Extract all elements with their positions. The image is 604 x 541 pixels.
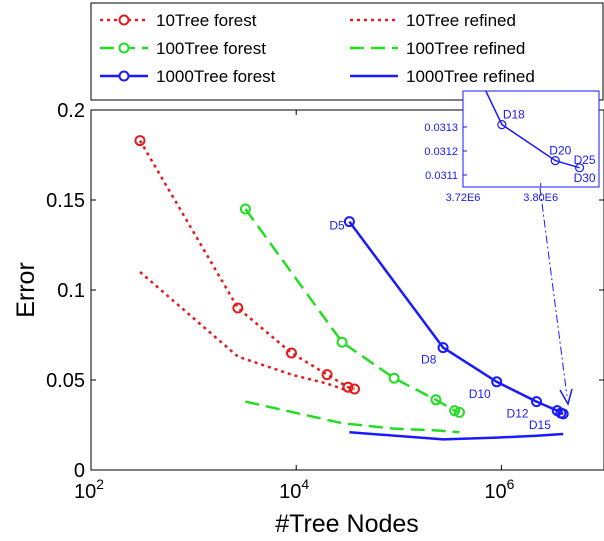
inset-data-point — [550, 156, 560, 166]
inset-y-tick-label: 0.0312 — [424, 146, 458, 158]
series-line — [245, 400, 460, 434]
series-line — [349, 430, 564, 441]
data-point — [321, 369, 333, 381]
inset-point-label: D20 — [549, 144, 571, 158]
data-point — [557, 408, 569, 420]
legend-marker — [118, 70, 130, 82]
inset-pointer-arrowhead — [559, 388, 573, 406]
series-line — [139, 271, 355, 394]
inset-point-label: D25 — [574, 153, 596, 167]
data-point — [286, 347, 298, 359]
inset-x-tick-label: 3.72E6 — [446, 192, 481, 204]
point-annotation: D15 — [529, 418, 551, 432]
legend — [90, 2, 604, 101]
data-point — [430, 394, 442, 406]
inset-plot — [485, 91, 585, 173]
x-tick-label: 106 — [484, 476, 514, 503]
y-tick-label: 0.2 — [57, 100, 85, 122]
x-tick-label: 104 — [279, 476, 309, 503]
point-annotation: D8 — [421, 353, 437, 367]
legend-label: 10Tree forest — [156, 11, 257, 30]
legend-marker — [118, 14, 130, 26]
y-axis-label: Error — [12, 262, 40, 318]
data-point — [453, 406, 465, 418]
legend-marker — [118, 42, 130, 54]
y-tick-label: 0.1 — [57, 280, 85, 302]
inset-point-label: D30 — [574, 171, 596, 185]
data-point — [239, 203, 251, 215]
legend-label: 100Tree refined — [406, 39, 525, 58]
inset-series-line — [485, 91, 580, 169]
data-point — [336, 336, 348, 348]
data-point — [134, 135, 146, 147]
data-point — [232, 302, 244, 314]
y-tick-label: 0.15 — [46, 190, 85, 212]
x-tick-label: 102 — [74, 476, 104, 503]
x-axis-label: #Tree Nodes — [275, 510, 419, 538]
data-point — [449, 405, 461, 417]
y-tick-label: 0 — [74, 460, 85, 482]
legend-label: 10Tree refined — [406, 11, 516, 30]
data-point — [531, 396, 543, 408]
data-point — [343, 216, 355, 228]
inset-y-tick-label: 0.0313 — [424, 122, 458, 134]
inset-point-label: D18 — [503, 108, 525, 122]
legend-label: 1000Tree forest — [156, 67, 276, 86]
inset-pointer-line — [539, 187, 568, 397]
data-point — [348, 383, 360, 395]
series-line — [138, 139, 355, 391]
legend-label: 1000Tree refined — [406, 67, 535, 86]
data-point — [437, 342, 449, 354]
point-annotation: D12 — [507, 407, 529, 421]
inset-data-point — [574, 163, 585, 173]
legend-label: 100Tree forest — [156, 39, 266, 58]
point-annotation: D10 — [469, 387, 491, 401]
inset-x-tick-label: 3.80E6 — [523, 192, 558, 204]
inset-y-tick-label: 0.0311 — [425, 170, 458, 182]
data-point — [388, 372, 400, 384]
data-point — [491, 376, 503, 388]
y-tick-label: 0.05 — [46, 370, 85, 392]
inset-data-point — [497, 119, 507, 130]
point-annotation: D5 — [329, 219, 345, 233]
